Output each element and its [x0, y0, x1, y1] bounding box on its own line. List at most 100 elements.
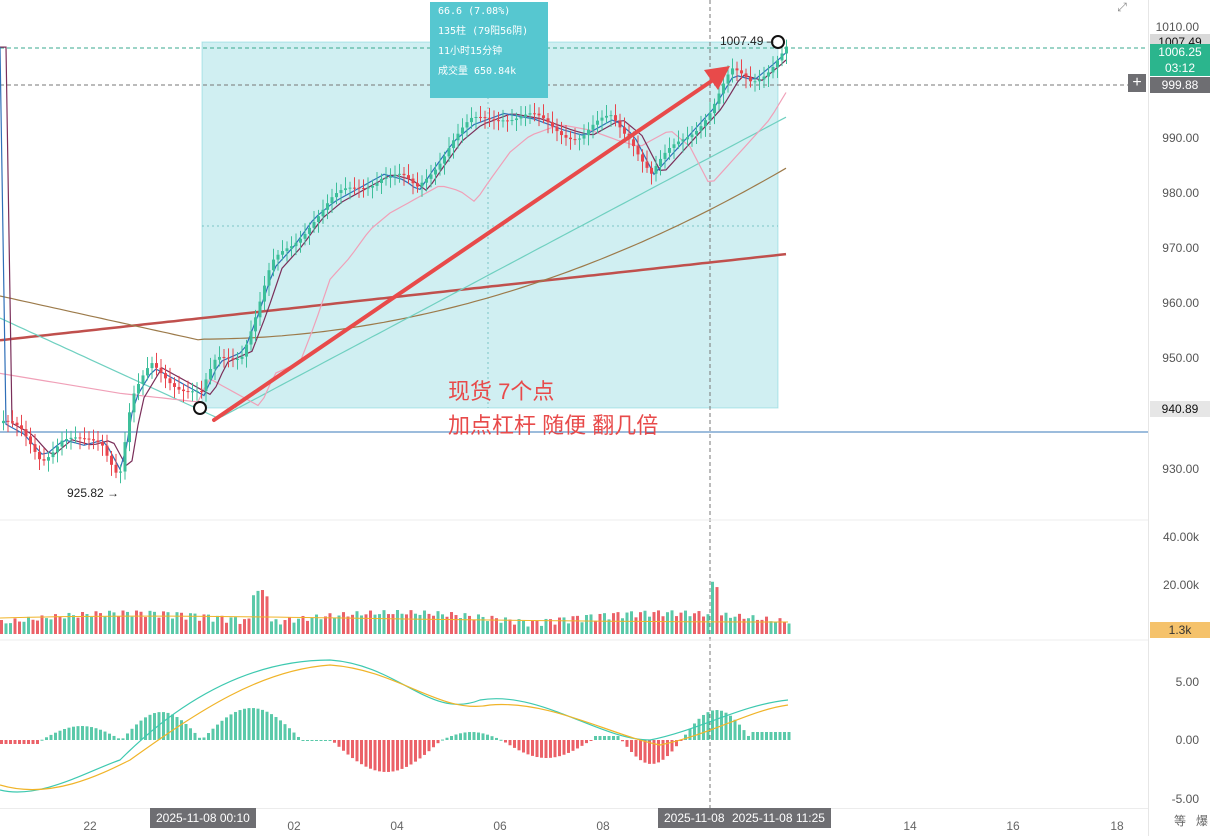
candle-body	[173, 383, 176, 387]
candle-body	[263, 285, 266, 302]
macd-histogram-bar	[661, 740, 665, 760]
volume-bar	[99, 613, 102, 634]
candle-body	[24, 429, 28, 437]
volume-bar	[747, 618, 750, 634]
expand-icon[interactable]: ⤢	[1117, 0, 1127, 14]
candle-body	[434, 169, 437, 175]
macd-histogram-bar	[175, 717, 179, 740]
volume-bar	[549, 619, 552, 634]
macd-histogram-bar	[279, 720, 282, 740]
macd-histogram-bar	[180, 720, 183, 740]
macd-histogram-bar	[400, 740, 404, 769]
volume-bar	[450, 612, 453, 634]
candle-body	[213, 359, 217, 369]
macd-histogram-bar	[243, 708, 246, 740]
volume-label-20k: 20.00k	[1162, 578, 1199, 592]
time-tick-06: 06	[493, 819, 507, 833]
macd-histogram-bar	[715, 710, 719, 740]
candle-body	[105, 445, 109, 456]
high-price-label: 1007.49 –	[720, 34, 774, 48]
volume-bar	[765, 616, 768, 634]
volume-bar	[369, 610, 372, 634]
measure-bars: 135柱 (79阳56阴)	[438, 26, 529, 37]
candle-body	[560, 131, 563, 136]
volume-bar	[319, 619, 323, 634]
volume-bar	[288, 617, 291, 634]
candle-body	[69, 437, 73, 440]
candle-body	[92, 439, 95, 441]
add-plus-button[interactable]: +	[1128, 74, 1146, 92]
candle-body	[321, 209, 325, 217]
macd-histogram-bar	[135, 724, 138, 740]
volume-bar	[153, 611, 156, 634]
candle-body	[137, 383, 140, 394]
candle-body	[632, 139, 635, 147]
macd-histogram-bar	[445, 737, 449, 740]
volume-bar	[135, 610, 138, 634]
macd-histogram-bar	[693, 723, 696, 740]
macd-histogram-bar	[126, 733, 129, 740]
volume-bar	[684, 610, 687, 634]
price-axis[interactable]: 1010.00 990.00 980.00 970.00 960.00 950.…	[1148, 0, 1212, 836]
candle-body	[713, 103, 716, 114]
volume-bar	[657, 610, 660, 634]
volume-bar	[171, 618, 174, 634]
candle-body	[429, 174, 433, 179]
price-chart[interactable]	[0, 0, 1148, 808]
bottom-label-1[interactable]: 等	[1174, 814, 1187, 828]
volume-bar	[508, 619, 512, 634]
volume-bar	[315, 614, 318, 634]
macd-histogram-bar	[292, 732, 296, 740]
candle-body	[42, 459, 46, 461]
candle-body	[519, 116, 523, 119]
low-marker-circle	[193, 401, 207, 415]
volume-bar	[184, 619, 188, 634]
volume-bar	[76, 617, 80, 634]
candle-body	[339, 190, 343, 194]
macd-histogram-bar	[369, 740, 372, 769]
volume-bar	[513, 624, 516, 634]
candle-body	[38, 451, 41, 460]
candle-body	[276, 254, 280, 260]
macd-histogram-bar	[711, 710, 714, 740]
macd-histogram-bar	[31, 740, 35, 744]
macd-histogram-bar	[454, 734, 458, 740]
macd-histogram-bar	[652, 740, 656, 764]
candle-body	[596, 120, 599, 125]
volume-bar	[279, 624, 282, 634]
volume-bar	[720, 615, 723, 634]
volume-bar	[715, 587, 719, 634]
candle-body	[182, 389, 185, 392]
candle-body	[708, 113, 712, 121]
candle-body	[650, 167, 653, 174]
macd-histogram-bar	[585, 740, 588, 744]
volume-bar	[67, 612, 71, 634]
volume-bar	[463, 613, 467, 634]
volume-bar	[706, 614, 710, 634]
macd-histogram-bar	[117, 738, 120, 740]
candle-body	[749, 77, 752, 82]
candle-body	[645, 161, 649, 168]
bottom-label-2[interactable]: 爆	[1196, 814, 1209, 828]
candle-body	[668, 147, 671, 153]
candle-body	[227, 357, 230, 359]
candle-body	[515, 118, 518, 121]
volume-bar	[63, 618, 66, 634]
volume-bar	[675, 616, 678, 634]
volume-bar	[256, 590, 260, 634]
candle-body	[690, 134, 694, 138]
candle-body	[600, 117, 604, 121]
macd-histogram-bar	[63, 729, 66, 740]
macd-histogram-bar	[787, 732, 791, 740]
macd-histogram-bar	[607, 736, 611, 740]
candle-body	[11, 421, 14, 423]
candle-body	[335, 193, 338, 198]
macd-histogram-bar	[324, 740, 327, 741]
macd-histogram-bar	[288, 728, 291, 740]
candle-body	[704, 120, 707, 127]
volume-bar	[418, 614, 422, 634]
macd-histogram-bar	[351, 740, 354, 759]
macd-histogram-bar	[621, 740, 624, 742]
macd-histogram-bar	[36, 740, 39, 744]
